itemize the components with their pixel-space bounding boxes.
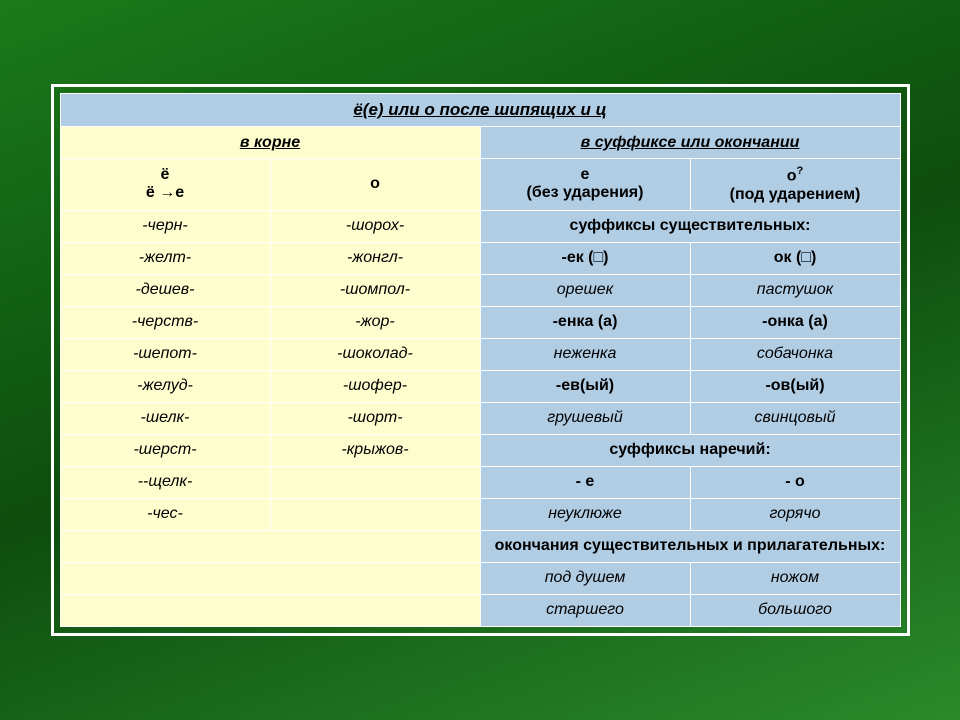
cell: старшего bbox=[480, 594, 690, 626]
cell bbox=[60, 562, 480, 594]
cell: под душем bbox=[480, 562, 690, 594]
grammar-table: ё(е) или о после шипящих и ц в корне в с… bbox=[60, 93, 901, 626]
colhead-1-line2: ё →е bbox=[146, 184, 184, 201]
cell: -ек (□) bbox=[480, 242, 690, 274]
column-headers: ё ё →е о е (без ударения) о? (под ударен… bbox=[60, 159, 900, 210]
table-row: -желт- -жонгл- -ек (□) ок (□) bbox=[60, 242, 900, 274]
cell bbox=[60, 530, 480, 562]
colhead-1: ё ё →е bbox=[60, 159, 270, 210]
cell: -черств- bbox=[60, 306, 270, 338]
table-title: ё(е) или о после шипящих и ц bbox=[60, 94, 900, 127]
table-row: --щелк- - е - о bbox=[60, 466, 900, 498]
table-row: -чес- неуклюже горячо bbox=[60, 498, 900, 530]
section-header: суффиксы существительных: bbox=[480, 210, 900, 242]
cell: -чес- bbox=[60, 498, 270, 530]
table-row: старшего большого bbox=[60, 594, 900, 626]
cell: -шепот- bbox=[60, 338, 270, 370]
cell: ок (□) bbox=[690, 242, 900, 274]
cell: -шоколад- bbox=[270, 338, 480, 370]
table-row: окончания существительных и прилагательн… bbox=[60, 530, 900, 562]
cell: -шорох- bbox=[270, 210, 480, 242]
cell: -жор- bbox=[270, 306, 480, 338]
cell: -енка (а) bbox=[480, 306, 690, 338]
cell: неуклюже bbox=[480, 498, 690, 530]
cell: большого bbox=[690, 594, 900, 626]
cell bbox=[60, 594, 480, 626]
cell: -шелк- bbox=[60, 402, 270, 434]
cell: --щелк- bbox=[60, 466, 270, 498]
cell: -желуд- bbox=[60, 370, 270, 402]
cell: орешек bbox=[480, 274, 690, 306]
header-right: в суффиксе или окончании bbox=[480, 127, 900, 159]
table-row: -черн- -шорох- суффиксы существительных: bbox=[60, 210, 900, 242]
cell: -желт- bbox=[60, 242, 270, 274]
section-header: окончания существительных и прилагательн… bbox=[480, 530, 900, 562]
cell: -крыжов- bbox=[270, 434, 480, 466]
cell: - е bbox=[480, 466, 690, 498]
cell: собачонка bbox=[690, 338, 900, 370]
cell: -шерст- bbox=[60, 434, 270, 466]
table-row: -желуд- -шофер- -ев(ый) -ов(ый) bbox=[60, 370, 900, 402]
cell: -онка (а) bbox=[690, 306, 900, 338]
cell: -жонгл- bbox=[270, 242, 480, 274]
colhead-4-line2: (под ударением) bbox=[730, 186, 861, 203]
colhead-3: е (без ударения) bbox=[480, 159, 690, 210]
cell: -ев(ый) bbox=[480, 370, 690, 402]
cell: горячо bbox=[690, 498, 900, 530]
colhead-2: о bbox=[270, 159, 480, 210]
cell: неженка bbox=[480, 338, 690, 370]
cell: свинцовый bbox=[690, 402, 900, 434]
colhead-3-line1: е bbox=[581, 166, 590, 183]
table-row: -дешев- -шомпол- орешек пастушок bbox=[60, 274, 900, 306]
cell: - о bbox=[690, 466, 900, 498]
cell: грушевый bbox=[480, 402, 690, 434]
colhead-4: о? (под ударением) bbox=[690, 159, 900, 210]
cell: -шорт- bbox=[270, 402, 480, 434]
subheader-row: в корне в суффиксе или окончании bbox=[60, 127, 900, 159]
table-row: -шелк- -шорт- грушевый свинцовый bbox=[60, 402, 900, 434]
table-row: -шерст- -крыжов- суффиксы наречий: bbox=[60, 434, 900, 466]
cell bbox=[270, 466, 480, 498]
table-frame: ё(е) или о после шипящих и ц в корне в с… bbox=[51, 84, 910, 635]
section-header: суффиксы наречий: bbox=[480, 434, 900, 466]
cell: -черн- bbox=[60, 210, 270, 242]
table-row: -шепот- -шоколад- неженка собачонка bbox=[60, 338, 900, 370]
colhead-1-line1: ё bbox=[161, 166, 170, 183]
table-row: -черств- -жор- -енка (а) -онка (а) bbox=[60, 306, 900, 338]
cell: -дешев- bbox=[60, 274, 270, 306]
cell bbox=[270, 498, 480, 530]
cell: -ов(ый) bbox=[690, 370, 900, 402]
cell: пастушок bbox=[690, 274, 900, 306]
colhead-4-line1: о bbox=[787, 168, 797, 185]
table-row: под душем ножом bbox=[60, 562, 900, 594]
cell: -шомпол- bbox=[270, 274, 480, 306]
colhead-3-line2: (без ударения) bbox=[527, 184, 644, 201]
colhead-4-sup: ? bbox=[797, 165, 804, 177]
cell: -шофер- bbox=[270, 370, 480, 402]
header-left: в корне bbox=[60, 127, 480, 159]
title-row: ё(е) или о после шипящих и ц bbox=[60, 94, 900, 127]
cell: ножом bbox=[690, 562, 900, 594]
